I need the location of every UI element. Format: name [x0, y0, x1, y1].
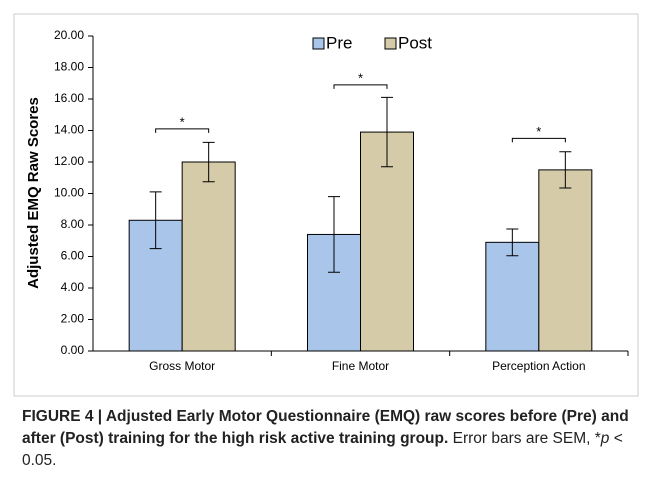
y-tick-label: 6.00	[61, 249, 85, 263]
y-axis-label: Adjusted EMQ Raw Scores	[25, 97, 42, 289]
caption-tail: < 0.05.	[22, 430, 623, 469]
y-tick-label: 12.00	[54, 154, 84, 168]
legend-label: Pre	[326, 33, 352, 52]
chart: Adjusted EMQ Raw Scores 0.00 2.00 4.00 6.00…	[13, 13, 639, 397]
significance-star: *	[180, 114, 185, 129]
error-bar	[149, 191, 162, 250]
error-bar	[202, 141, 215, 183]
legend-swatch	[384, 37, 397, 50]
bar	[538, 169, 593, 352]
x-tick-label: Perception Action	[492, 359, 585, 373]
significance-bracket	[155, 128, 210, 133]
y-tick-label: 20.00	[54, 28, 84, 42]
bar	[485, 241, 540, 352]
error-bar	[328, 196, 340, 273]
y-tick-label: 2.00	[61, 312, 85, 326]
caption-label: FIGURE 4 | Adjusted Early Motor Question…	[22, 408, 629, 447]
error-bar	[381, 96, 393, 168]
x-tick-label: Gross Motor	[149, 359, 215, 373]
legend-label: Post	[398, 33, 432, 52]
significance-bracket	[511, 137, 566, 143]
error-bar	[506, 228, 519, 257]
legend-swatch	[312, 37, 325, 50]
y-tick-label: 16.00	[54, 91, 84, 105]
caption-italic: p	[600, 430, 610, 447]
error-bar	[559, 151, 572, 189]
caption: FIGURE 4 | Adjusted Early Motor Question…	[22, 406, 632, 472]
y-tick-label: 4.00	[61, 280, 85, 294]
bar	[181, 161, 236, 352]
significance-bracket	[333, 84, 388, 89]
chart-frame	[13, 13, 639, 397]
y-tick-label: 10.00	[54, 186, 84, 200]
y-tick-label: 8.00	[61, 217, 85, 231]
x-tick-label: Fine Motor	[332, 359, 389, 373]
caption-text: Error bars are SEM, *	[452, 430, 601, 447]
y-tick-label: 18.00	[54, 60, 84, 74]
y-tick-label: 0.00	[61, 343, 85, 357]
y-tick-label: 14.00	[54, 123, 84, 137]
significance-star: *	[358, 70, 363, 85]
significance-star: *	[536, 124, 541, 139]
